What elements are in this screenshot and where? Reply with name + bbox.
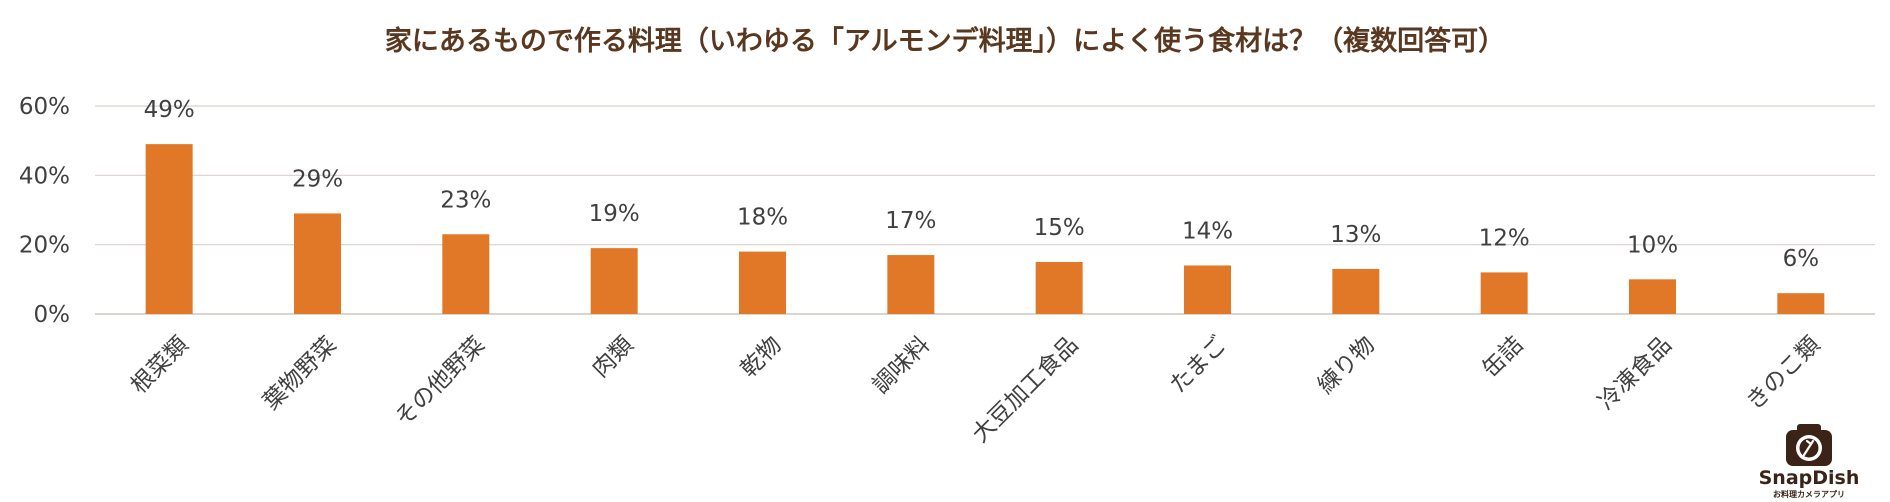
bar [294,213,341,314]
bar [739,251,786,314]
logo-name: SnapDish [1759,467,1860,489]
data-label: 15% [1034,215,1085,241]
data-label: 14% [1182,218,1233,244]
bar [590,248,638,314]
x-tick-label: 大豆加工食品 [967,332,1083,448]
bar [1035,262,1083,314]
chart-title: 家にあるもので作る料理（いわゆる「アルモンデ料理」）によく使う食材は？（複数回答… [385,25,1505,57]
data-label: 49% [144,97,195,123]
data-label: 13% [1330,222,1381,248]
bar [1629,279,1676,314]
camera-fork-icon [1786,424,1832,466]
x-tick-label: たまご [1165,332,1232,399]
snapdish-logo: SnapDish お料理カメラアプリ [1759,424,1860,499]
bars [145,144,1825,314]
y-tick-label: 0% [34,302,71,328]
x-tick-label: 肉類 [587,332,638,383]
x-tick-label: その他野菜 [390,332,490,432]
bar [1480,272,1528,314]
x-tick-label: きのこ類 [1742,332,1825,415]
gridlines [95,105,1875,315]
data-label: 17% [885,208,936,234]
bar [1332,268,1380,314]
bar [145,144,193,314]
x-tick-label: 缶詰 [1477,332,1528,383]
x-tick-label: 根菜類 [126,332,193,399]
bar [887,255,935,314]
data-label: 19% [589,201,640,227]
data-labels: 49% 29% 23% 19% 18% 17% 15% 14% 13% 12% 10% 6% [144,97,1819,272]
y-tick-label: 40% [19,163,70,189]
data-label: 29% [292,166,343,192]
x-tick-label: 乾物 [736,332,787,383]
y-axis-ticks: 0% 20% 40% 60% [19,94,70,328]
x-axis-labels: 根菜類 葉物野菜 その他野菜 肉類 乾物 調味料 大豆加工食品 たまご 練り物 缶詰 冷凍食品 きのこ… [126,332,1825,448]
y-tick-label: 20% [19,233,70,259]
bar [1184,265,1231,314]
data-label: 18% [737,205,788,231]
logo-tagline: お料理カメラアプリ [1773,489,1845,499]
bar [442,234,490,314]
data-label: 12% [1479,225,1530,251]
data-label: 6% [1783,246,1820,272]
y-tick-label: 60% [19,94,70,120]
bar [1777,293,1825,314]
x-tick-label: 冷凍食品 [1593,332,1676,415]
x-tick-label: 葉物野菜 [258,332,341,415]
x-tick-label: 練り物 [1313,332,1380,399]
x-tick-label: 調味料 [868,332,935,399]
data-label: 23% [440,187,491,213]
data-label: 10% [1627,232,1678,258]
